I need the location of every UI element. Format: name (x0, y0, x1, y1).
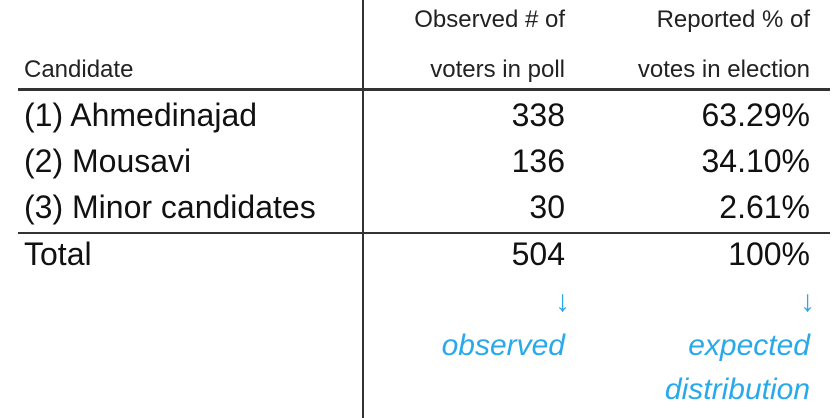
row-1-observed: 338 (511, 97, 565, 133)
row-3-candidate: (3) Minor candidates (24, 189, 316, 225)
header-observed-line2: voters in poll (430, 56, 565, 83)
observed-arrow-icon: ↓ (555, 285, 570, 318)
row-2-candidate: (2) Mousavi (24, 143, 192, 179)
row-1-reported: 63.29% (701, 97, 810, 133)
header-candidate: Candidate (24, 56, 134, 83)
row-2-reported: 34.10% (701, 143, 810, 179)
header-reported-line1: Reported % of (656, 6, 810, 33)
header-rule (18, 88, 830, 91)
expected-arrow-icon: ↓ (800, 285, 815, 318)
column-divider (362, 0, 364, 418)
header-observed-line1: Observed # of (414, 6, 565, 33)
expected-annotation-line1: expected (688, 329, 810, 362)
total-observed: 504 (511, 236, 565, 272)
row-1-candidate: (1) Ahmedinajad (24, 97, 258, 133)
observed-annotation: observed (441, 329, 565, 362)
row-2-observed: 136 (511, 143, 565, 179)
expected-annotation-line2: distribution (664, 373, 810, 406)
total-reported: 100% (728, 236, 810, 272)
header-reported-line2: votes in election (637, 56, 810, 83)
total-label: Total (24, 236, 92, 272)
total-rule (18, 232, 830, 234)
row-3-observed: 30 (529, 189, 565, 225)
row-3-reported: 2.61% (719, 189, 810, 225)
